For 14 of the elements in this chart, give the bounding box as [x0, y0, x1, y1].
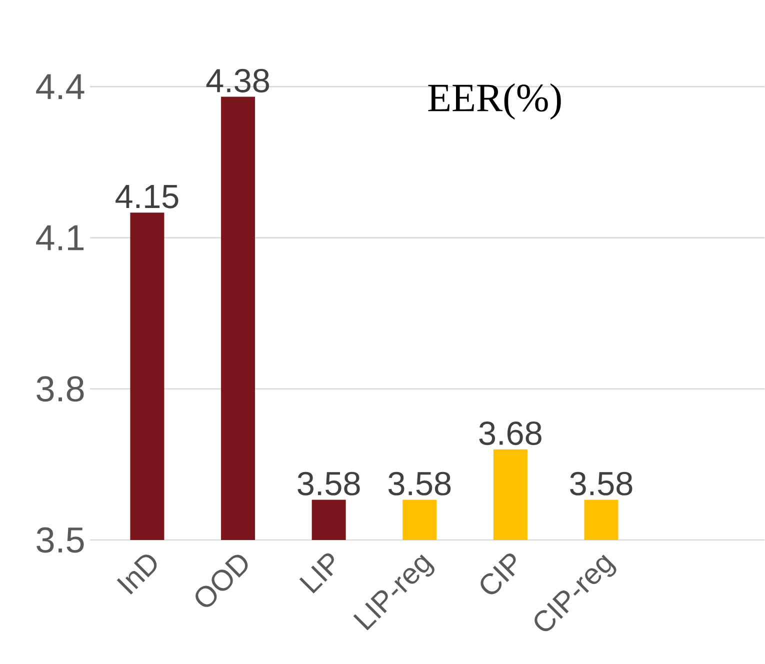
- chart-title: EER(%): [428, 83, 561, 120]
- x-tick-label: LIP: [299, 553, 334, 594]
- y-tick-label: 3.8: [36, 376, 84, 402]
- data-label: 3.68: [479, 421, 542, 446]
- y-tick-label: 3.5: [36, 527, 84, 553]
- y-tick-label: 4.1: [36, 225, 84, 250]
- x-tick-label: InD: [116, 554, 157, 594]
- data-label: 3.58: [298, 472, 360, 496]
- y-tick-label: 4.4: [36, 74, 84, 100]
- data-label: 3.58: [388, 472, 451, 496]
- data-label: 3.58: [570, 472, 632, 496]
- data-label: 4.15: [116, 185, 178, 208]
- x-tick-label: CIP: [480, 554, 516, 594]
- data-label: 4.38: [206, 68, 269, 92]
